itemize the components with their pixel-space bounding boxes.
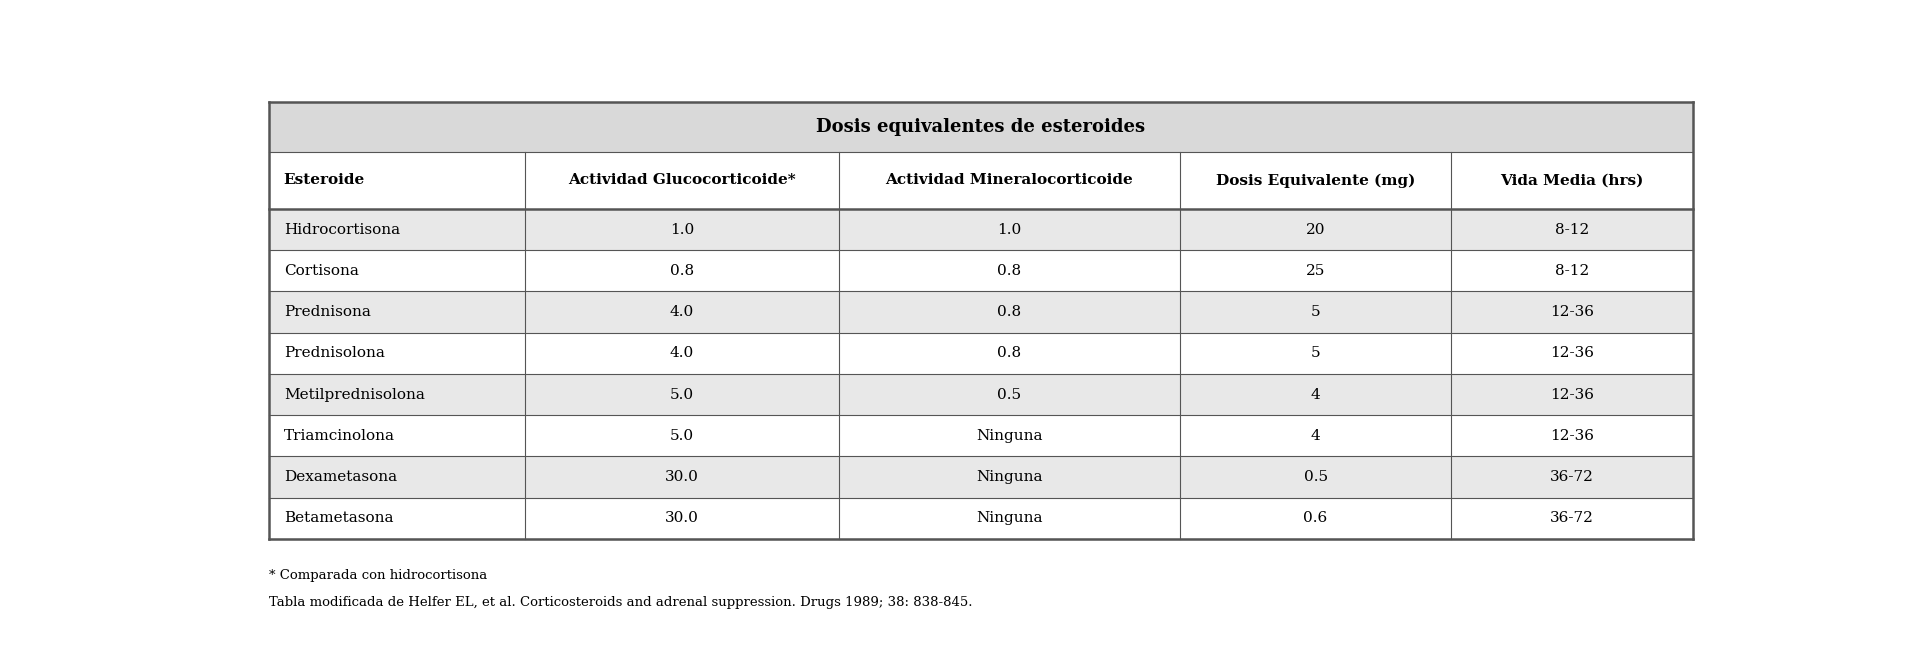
Text: 8-12: 8-12 bbox=[1554, 223, 1589, 237]
Text: 1.0: 1.0 bbox=[997, 223, 1022, 237]
Text: 25: 25 bbox=[1305, 264, 1324, 278]
Text: Prednisona: Prednisona bbox=[283, 305, 371, 319]
Text: 0.8: 0.8 bbox=[997, 305, 1022, 319]
Text: Ninguna: Ninguna bbox=[976, 470, 1043, 484]
Text: Ninguna: Ninguna bbox=[976, 429, 1043, 442]
Text: 0.5: 0.5 bbox=[1303, 470, 1328, 484]
Text: Metilprednisolona: Metilprednisolona bbox=[283, 388, 425, 401]
Text: Actividad Glucocorticoide*: Actividad Glucocorticoide* bbox=[568, 174, 796, 188]
Text: 0.8: 0.8 bbox=[997, 346, 1022, 361]
Bar bbox=[270, 497, 1694, 539]
Text: Prednisolona: Prednisolona bbox=[283, 346, 385, 361]
Bar bbox=[270, 292, 1694, 333]
Text: 4.0: 4.0 bbox=[670, 305, 695, 319]
Text: Triamcinolona: Triamcinolona bbox=[283, 429, 394, 442]
Text: 1.0: 1.0 bbox=[670, 223, 695, 237]
Text: Dosis equivalentes de esteroides: Dosis equivalentes de esteroides bbox=[817, 118, 1145, 136]
Text: 4: 4 bbox=[1311, 429, 1321, 442]
Text: 12-36: 12-36 bbox=[1550, 388, 1594, 401]
Text: 12-36: 12-36 bbox=[1550, 305, 1594, 319]
Text: Vida Media (hrs): Vida Media (hrs) bbox=[1501, 174, 1644, 188]
Text: Ninguna: Ninguna bbox=[976, 511, 1043, 525]
Text: 4: 4 bbox=[1311, 388, 1321, 401]
Text: 4.0: 4.0 bbox=[670, 346, 695, 361]
Bar bbox=[270, 250, 1694, 292]
Text: 0.8: 0.8 bbox=[670, 264, 695, 278]
Text: 5: 5 bbox=[1311, 305, 1321, 319]
Text: 0.5: 0.5 bbox=[997, 388, 1022, 401]
Text: 30.0: 30.0 bbox=[664, 470, 699, 484]
Text: 36-72: 36-72 bbox=[1550, 470, 1594, 484]
Bar bbox=[270, 374, 1694, 415]
Text: 5.0: 5.0 bbox=[670, 388, 695, 401]
Text: Betametasona: Betametasona bbox=[283, 511, 392, 525]
Text: Actividad Mineralocorticoide: Actividad Mineralocorticoide bbox=[886, 174, 1133, 188]
Bar bbox=[270, 152, 1694, 209]
Text: Tabla modificada de Helfer EL, et al. Corticosteroids and adrenal suppression. D: Tabla modificada de Helfer EL, et al. Co… bbox=[270, 596, 972, 609]
Text: Dosis Equivalente (mg): Dosis Equivalente (mg) bbox=[1215, 174, 1414, 188]
Text: 5: 5 bbox=[1311, 346, 1321, 361]
Text: Hidrocortisona: Hidrocortisona bbox=[283, 223, 400, 237]
Text: 20: 20 bbox=[1305, 223, 1324, 237]
Text: 36-72: 36-72 bbox=[1550, 511, 1594, 525]
Text: 8-12: 8-12 bbox=[1554, 264, 1589, 278]
Text: 5.0: 5.0 bbox=[670, 429, 695, 442]
Bar bbox=[270, 415, 1694, 457]
Text: 0.6: 0.6 bbox=[1303, 511, 1328, 525]
Bar bbox=[270, 457, 1694, 497]
Text: Cortisona: Cortisona bbox=[283, 264, 358, 278]
Text: * Comparada con hidrocortisona: * Comparada con hidrocortisona bbox=[270, 569, 488, 582]
Text: 30.0: 30.0 bbox=[664, 511, 699, 525]
Text: 12-36: 12-36 bbox=[1550, 346, 1594, 361]
Text: Esteroide: Esteroide bbox=[283, 174, 366, 188]
Bar bbox=[270, 102, 1694, 152]
Bar bbox=[270, 333, 1694, 374]
Text: Dexametasona: Dexametasona bbox=[283, 470, 396, 484]
Bar bbox=[270, 209, 1694, 250]
Text: 0.8: 0.8 bbox=[997, 264, 1022, 278]
Text: 12-36: 12-36 bbox=[1550, 429, 1594, 442]
